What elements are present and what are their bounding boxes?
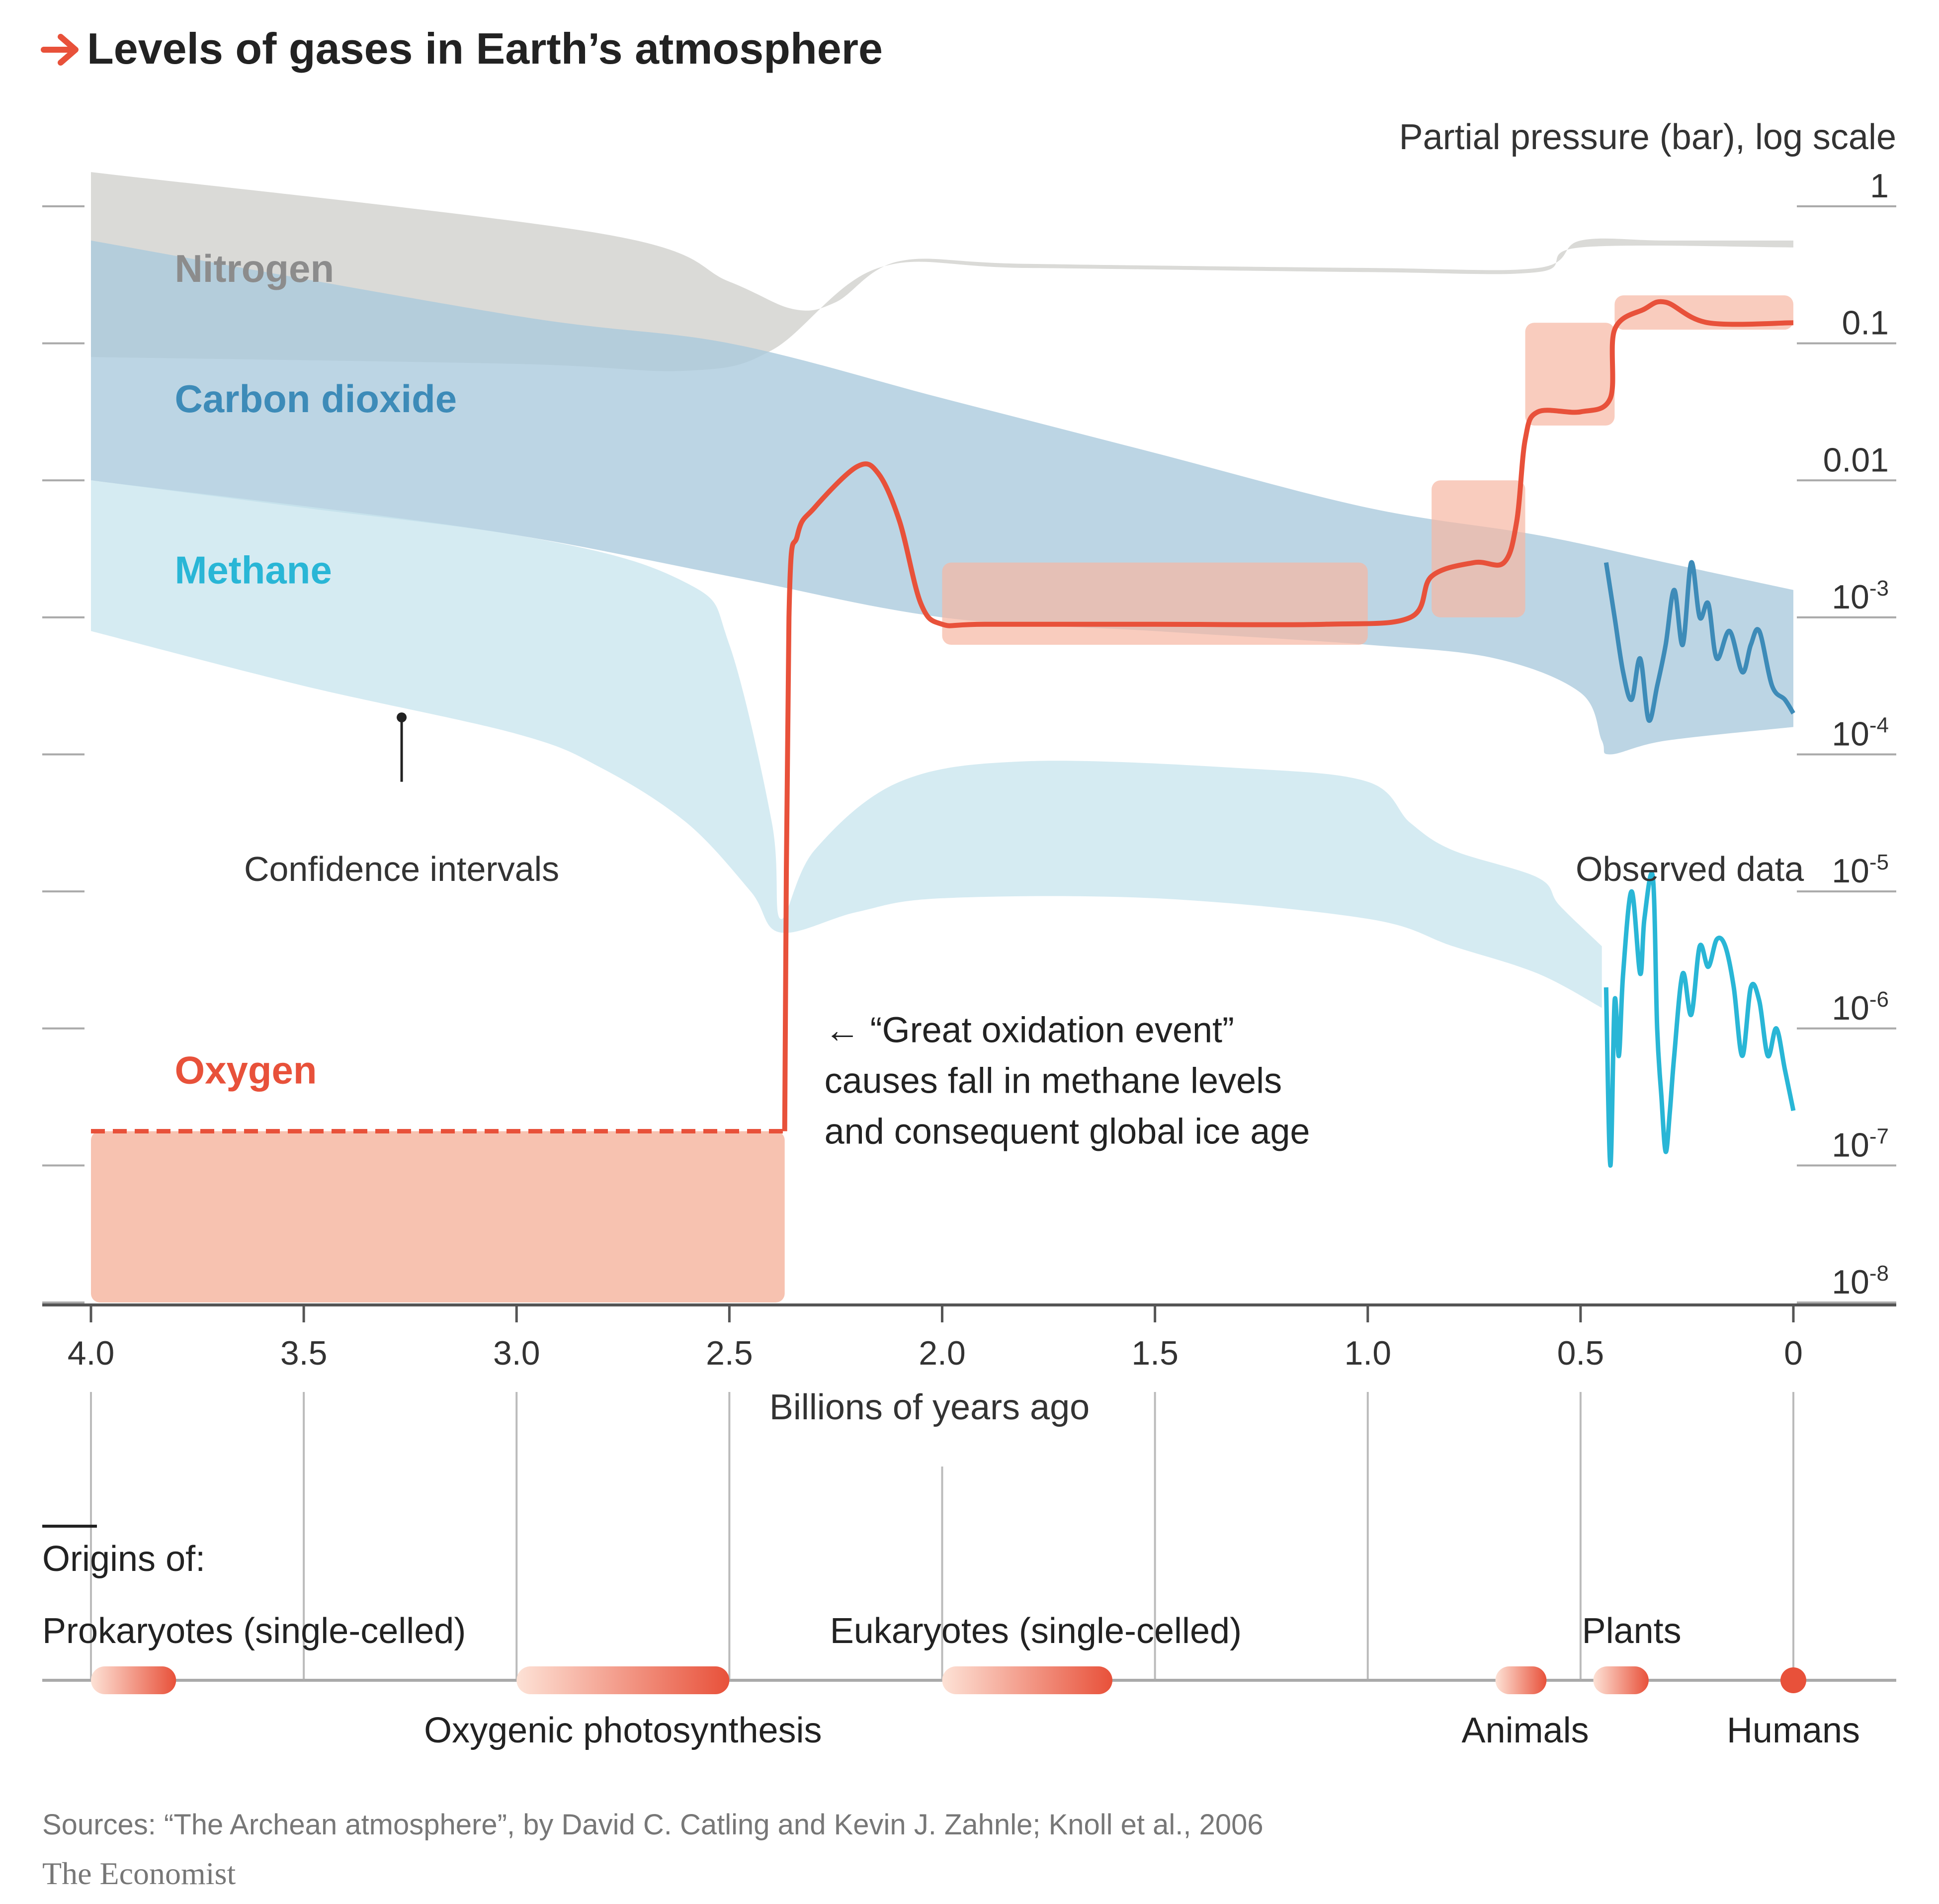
- y-tick-label: 10-7: [1832, 1124, 1889, 1164]
- oxygen-band-4: [1525, 323, 1615, 426]
- x-axis-title: Billions of years ago: [769, 1387, 1090, 1427]
- x-tick-label: 0: [1784, 1334, 1803, 1372]
- y-tick-label: 0.1: [1842, 304, 1889, 342]
- goe-annotation-line-3: and consequent global ice age: [825, 1112, 1310, 1151]
- origin-label-animals: Animals: [1462, 1711, 1589, 1750]
- line-observed-methane: [1603, 871, 1796, 1168]
- origin-marker-animals: [1495, 1666, 1547, 1694]
- y-tick-label: 0.01: [1823, 441, 1889, 479]
- y-tick-label: 10-5: [1832, 850, 1889, 890]
- x-tick-label: 2.0: [919, 1334, 966, 1372]
- x-tick-label: 3.0: [493, 1334, 540, 1372]
- y-tick-label: 10-8: [1832, 1261, 1889, 1301]
- oxygen-band-2: [942, 562, 1368, 645]
- series-label-nitrogen: Nitrogen: [174, 247, 334, 290]
- origin-marker-eukaryotes-single-celled: [942, 1666, 1112, 1694]
- y-tick-label: 10-6: [1832, 987, 1889, 1027]
- origin-label-humans: Humans: [1727, 1711, 1860, 1750]
- arrow-right-icon: [41, 34, 79, 66]
- x-tick-label: 4.0: [68, 1334, 115, 1372]
- origin-marker-oxygenic-photosynthesis: [516, 1666, 730, 1694]
- confidence-label: Confidence intervals: [244, 850, 559, 888]
- x-axis: 4.0 3.5 3.0 2.5 2.0 1.5 1.0 0.5 0: [42, 1303, 1896, 1680]
- y-tick-label: 10-4: [1832, 713, 1889, 753]
- origins-timeline: Origins of: Prokaryotes (single-celled) O…: [42, 1525, 1896, 1750]
- origins-title: Origins of:: [42, 1539, 205, 1579]
- series-label-methane: Methane: [174, 548, 332, 592]
- series-labels: Nitrogen Carbon dioxide Methane Oxygen: [174, 247, 457, 1092]
- goe-annotation-line-1: ← “Great oxidation event”: [825, 1010, 1234, 1050]
- brand-name: The Economist: [42, 1856, 236, 1891]
- origin-marker-prokaryotes-single-celled: [91, 1666, 176, 1694]
- line-observed-co2: [1603, 560, 1795, 723]
- origin-label-oxygenic-photosynthesis: Oxygenic photosynthesis: [424, 1711, 822, 1750]
- title-group: Levels of gases in Earth’s atmosphere: [41, 24, 883, 73]
- x-tick-label: 0.5: [1557, 1334, 1604, 1372]
- origin-marker-humans: [1780, 1667, 1806, 1693]
- x-tick-label: 1.0: [1344, 1334, 1391, 1372]
- origin-marker-plants: [1593, 1666, 1649, 1694]
- x-tick-label: 2.5: [706, 1334, 753, 1372]
- y-axis-ticks: 1 0.1 0.01 10-3 10-4 10-5 10-6 10-7 10-8: [42, 167, 1896, 1303]
- origin-label-eukaryotes-single-celled: Eukaryotes (single-celled): [830, 1611, 1242, 1651]
- y-axis-title: Partial pressure (bar), log scale: [1399, 117, 1896, 157]
- oxygen-line: [782, 299, 1794, 1131]
- observed-data-label: Observed data: [1576, 850, 1804, 888]
- oxygen-band-3: [1432, 480, 1525, 617]
- y-tick-label: 10-3: [1832, 576, 1889, 616]
- chart-title: Levels of gases in Earth’s atmosphere: [87, 24, 883, 73]
- annotations: Confidence intervals Observed data ← “Grea…: [244, 712, 1804, 1151]
- series-lines: [91, 299, 1796, 1168]
- sources-note: Sources: “The Archean atmosphere”, by Da…: [42, 1809, 1264, 1841]
- origin-label-prokaryotes-single-celled: Prokaryotes (single-celled): [42, 1611, 466, 1651]
- goe-annotation-line-2: causes fall in methane levels: [825, 1061, 1282, 1101]
- x-tick-label: 1.5: [1131, 1334, 1179, 1372]
- x-tick-label: 3.5: [280, 1334, 328, 1372]
- origin-label-plants: Plants: [1582, 1611, 1682, 1651]
- series-label-oxygen: Oxygen: [174, 1048, 317, 1092]
- band-methane: [91, 480, 1602, 1008]
- oxygen-band-1: [91, 1131, 785, 1302]
- y-tick-label: 1: [1870, 167, 1889, 205]
- series-label-carbon-dioxide: Carbon dioxide: [174, 377, 457, 421]
